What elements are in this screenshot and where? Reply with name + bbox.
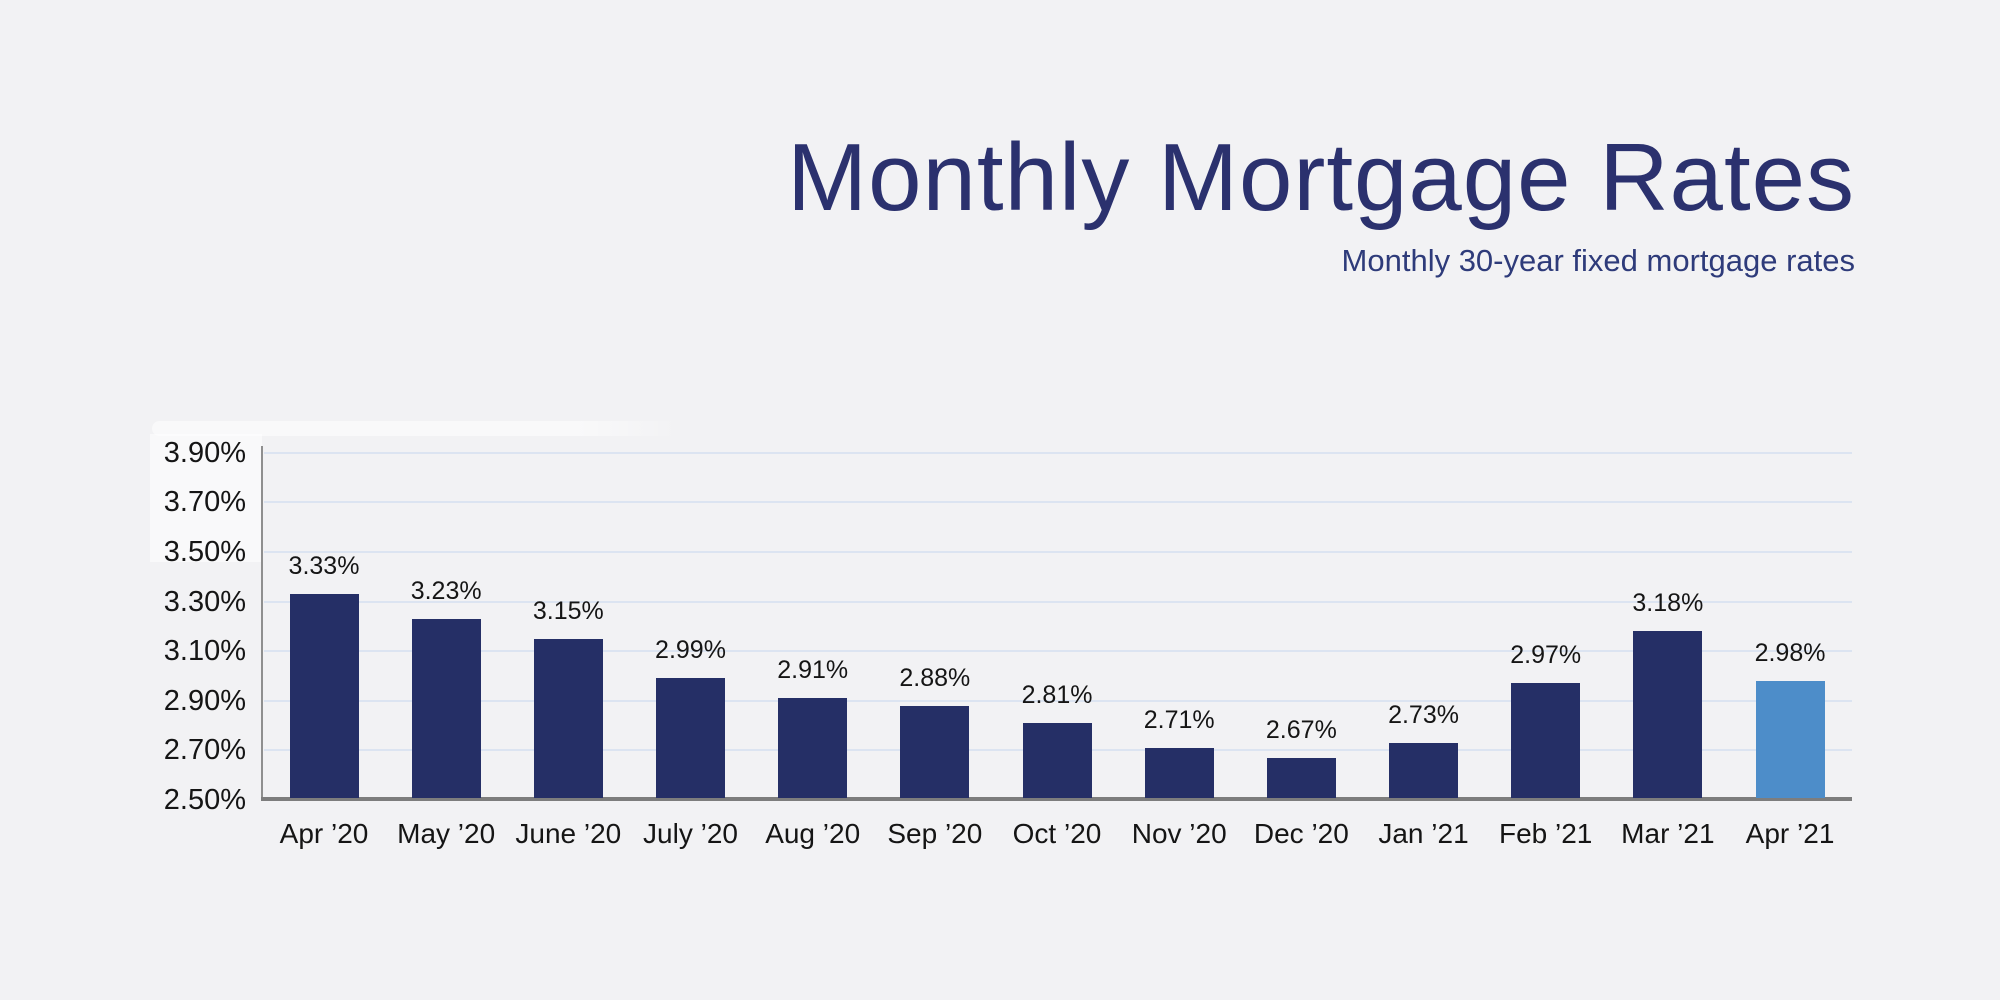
x-tick-label: Nov ’20 bbox=[1131, 818, 1227, 849]
gridline bbox=[264, 699, 1852, 702]
x-tick-label: Apr ’20 bbox=[279, 818, 369, 849]
x-tick-label: Feb ’21 bbox=[1498, 818, 1593, 849]
gridline bbox=[264, 501, 1852, 504]
bar-value-label: 2.97% bbox=[1510, 641, 1582, 670]
x-tick-label: July ’20 bbox=[643, 818, 738, 849]
x-tick-label: Apr ’21 bbox=[1745, 818, 1835, 849]
x-tick-label: June ’20 bbox=[515, 818, 622, 849]
x-tick-label: Aug ’20 bbox=[765, 818, 861, 849]
bar-nov-20 bbox=[1144, 747, 1214, 798]
bar-feb-21 bbox=[1511, 683, 1581, 798]
gridline bbox=[264, 551, 1852, 553]
x-tick-label: Sep ’20 bbox=[887, 818, 983, 849]
y-axis-line bbox=[261, 445, 263, 801]
bar-may-20 bbox=[411, 618, 481, 798]
bar-value-label: 2.73% bbox=[1388, 700, 1459, 729]
bar-value-label: 2.91% bbox=[777, 656, 849, 685]
y-tick-label: 3.70% bbox=[163, 486, 246, 519]
bar-value-label: 2.81% bbox=[1021, 681, 1093, 710]
chart-title: Monthly Mortgage Rates bbox=[787, 124, 1855, 231]
bar-dec-20 bbox=[1266, 757, 1336, 798]
x-tick-label: Jan ’21 bbox=[1378, 818, 1469, 849]
y-tick-label: 3.30% bbox=[163, 585, 246, 618]
gridline bbox=[264, 650, 1852, 653]
gridline bbox=[264, 600, 1852, 603]
bar-value-label: 2.98% bbox=[1754, 638, 1826, 667]
bar-jan-21 bbox=[1389, 742, 1459, 798]
bar-value-label: 3.15% bbox=[532, 596, 604, 625]
y-tick-label: 2.70% bbox=[163, 734, 246, 767]
bar-mar-21 bbox=[1633, 631, 1703, 798]
y-tick-label: 3.10% bbox=[163, 635, 246, 668]
bar-value-label: 3.33% bbox=[288, 552, 360, 581]
bar-aug-20 bbox=[778, 698, 848, 798]
x-tick-label: Oct ’20 bbox=[1012, 818, 1102, 849]
y-tick-label: 3.50% bbox=[163, 536, 246, 568]
bar-apr-21 bbox=[1755, 680, 1825, 798]
bar-sep-20 bbox=[900, 705, 970, 798]
bar-value-label: 3.18% bbox=[1632, 589, 1704, 618]
bar-june-20 bbox=[533, 638, 603, 798]
x-axis-line bbox=[261, 797, 1852, 801]
y-tick-label: 3.90% bbox=[163, 436, 246, 469]
bar-value-label: 2.88% bbox=[899, 663, 971, 692]
bar-value-label: 3.23% bbox=[410, 576, 482, 605]
chart-subtitle: Monthly 30-year fixed mortgage rates bbox=[1341, 243, 1855, 278]
y-tick-label: 2.50% bbox=[163, 784, 246, 816]
bar-oct-20 bbox=[1022, 723, 1092, 798]
x-tick-label: Dec ’20 bbox=[1253, 818, 1349, 849]
y-tick-label: 2.90% bbox=[163, 684, 246, 717]
bar-apr-20 bbox=[289, 594, 359, 798]
x-tick-label: May ’20 bbox=[397, 818, 496, 849]
bar-value-label: 2.71% bbox=[1143, 705, 1215, 734]
bar-value-label: 2.99% bbox=[655, 636, 726, 665]
bar-value-label: 2.67% bbox=[1265, 715, 1337, 744]
bar-july-20 bbox=[656, 678, 725, 798]
x-tick-label: Mar ’21 bbox=[1621, 818, 1715, 849]
gridline bbox=[264, 451, 1852, 454]
white-patch-strip bbox=[152, 421, 680, 436]
